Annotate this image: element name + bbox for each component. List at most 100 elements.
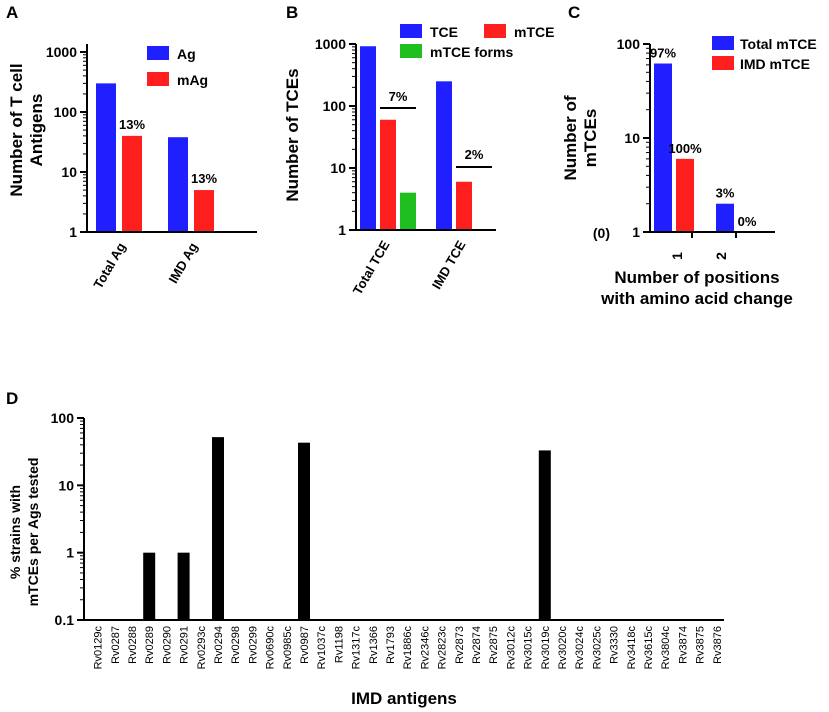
panel-c-bar-1: [676, 158, 694, 232]
panel-d-category-label: Rv3615c: [643, 626, 655, 670]
panel-d-axes: [83, 418, 724, 621]
panel-d-xlabel: IMD antigens: [351, 689, 457, 708]
panel-b-bar-2: [400, 192, 416, 230]
panel-c-category-label: 1: [669, 252, 685, 260]
panel-d-bar: [212, 437, 224, 620]
panel-a-percent-label: 13%: [119, 117, 145, 132]
panel-c-bar-0: [716, 203, 734, 232]
panel-b-legend-mtce: mTCE: [514, 24, 554, 40]
panel-a-category-label: IMD Ag: [165, 240, 200, 286]
panel-d-category-label: Rv3876: [712, 626, 724, 664]
panel-c-percent-label: 100%: [668, 141, 702, 156]
panel-a-ytick-label: 100: [54, 104, 78, 120]
panel-c-percent-label: 97%: [650, 46, 676, 61]
panel-a-percent-label: 13%: [191, 171, 217, 186]
panel-d-ylabel-line1: % strains with: [7, 485, 23, 579]
panel-c-ytick-label: 100: [617, 36, 641, 52]
panel-c-legend-imd-swatch: [712, 56, 734, 70]
panel-c-percent-label: 3%: [716, 186, 735, 201]
panel-d-category-label: Rv0299: [247, 626, 259, 664]
panel-c-zero-label: (0): [593, 225, 610, 241]
panel-d-category-label: Rv3024c: [574, 626, 586, 670]
panel-c-xlabel-line2: with amino acid change: [600, 289, 793, 308]
panel-d-category-label: Rv3020c: [557, 626, 569, 670]
panel-c-ylabel-line1: Number of: [561, 95, 580, 180]
panel-c-xlabel-line1: Number of positions: [614, 268, 779, 287]
panel-d-category-label: Rv3019c: [540, 626, 552, 670]
panel-c-percent-label: 0%: [738, 214, 757, 229]
panel-d-category-label: Rv1317c: [351, 626, 363, 670]
panel-d-ytick-label: 1: [66, 545, 74, 561]
panel-a-axes: [86, 44, 257, 233]
panel-c-category-label: 2: [713, 252, 729, 260]
panel-d-ytick-label: 0.1: [55, 612, 75, 628]
panel-b-ytick-label: 1: [338, 222, 346, 238]
panel-d-category-label: Rv1886c: [402, 626, 414, 670]
panel-b-percent-label: 2%: [465, 147, 484, 162]
panel-a-ytick-label: 1: [69, 224, 77, 240]
panel-d-category-label: Rv2823c: [437, 626, 449, 670]
panel-d-category-label: Rv0289: [144, 626, 156, 664]
panel-a-ytick-label: 1000: [46, 44, 77, 60]
panel-b-ylabel: Number of TCEs: [283, 68, 302, 201]
panel-d-category-label: Rv0985c: [282, 626, 294, 670]
panel-d-category-label: Rv0690c: [265, 626, 277, 670]
panel-a-bar-mag: [122, 135, 142, 232]
panel-d-category-label: Rv0291: [179, 626, 191, 664]
panel-d-ytick-label: 10: [58, 477, 74, 493]
panel-d-category-label: Rv0294: [213, 626, 225, 664]
panel-a-label: A: [6, 3, 18, 22]
panel-c-legend-total-swatch: [712, 36, 734, 50]
panel-b-category-label: Total TCE: [350, 238, 393, 297]
panel-d-category-label: Rv0287: [110, 626, 122, 664]
panel-a-legend-ag-swatch: [147, 46, 169, 60]
panel-a-category-label: Total Ag: [90, 240, 128, 291]
panel-d-category-label: Rv3025c: [591, 626, 603, 670]
panel-d-category-label: Rv3875: [695, 626, 707, 664]
panel-d-category-label: Rv3330: [609, 626, 621, 664]
panel-a-ylabel-line2: Antigens: [27, 94, 46, 167]
panel-c-legend-total: Total mTCE: [740, 36, 817, 52]
panel-d-bar: [538, 450, 551, 620]
panel-b-bar-1: [456, 181, 472, 230]
panel-a: A Number of T cell Antigens 1 10 100 1000 1…: [6, 3, 257, 291]
panel-c-ylabel-line2: mTCEs: [581, 109, 600, 168]
panel-d-category-label: Rv2346c: [419, 626, 431, 670]
panel-b-legend-forms-swatch: [400, 44, 422, 58]
panel-b-bar-0: [436, 81, 452, 230]
panel-d-category-label: Rv0987: [299, 626, 311, 664]
panel-d-category-label: Rv1366: [368, 626, 380, 664]
panel-d-category-label: Rv1198: [333, 626, 345, 663]
panel-a-ytick-label: 10: [61, 164, 77, 180]
panel-c: C Number of mTCEs 1 10 100 (0) 97% 100% 3%0%…: [561, 3, 817, 308]
panel-d-category-label: Rv0129c: [93, 626, 105, 670]
panel-d-category-label: Rv3418c: [626, 626, 638, 670]
panel-d-category-label: Rv3804c: [660, 626, 672, 670]
panel-d-ylabel-line2: mTCEs per Ags tested: [25, 458, 41, 607]
panel-a-bar-ag: [96, 83, 116, 232]
panel-b-legend-forms: mTCE forms: [430, 44, 513, 60]
panel-d-category-label: Rv0288: [127, 626, 139, 664]
panel-d-category-label: Rv3874: [677, 626, 689, 664]
panel-b-legend-tce: TCE: [430, 24, 458, 40]
panel-d-category-label: Rv3015c: [523, 626, 535, 670]
panel-b-percent-label: 7%: [389, 89, 408, 104]
panel-d-label: D: [6, 389, 18, 408]
panel-a-bar-mag: [194, 190, 214, 232]
panel-d-category-label: Rv2873: [454, 626, 466, 664]
panel-d-category-label: Rv2874: [471, 626, 483, 664]
panel-d-category-label: Rv0293c: [196, 626, 208, 670]
panel-b-bar-1: [380, 119, 396, 230]
panel-c-legend-imd: IMD mTCE: [740, 56, 810, 72]
panel-b-label: B: [286, 3, 298, 22]
panel-b-ytick-label: 1000: [315, 36, 346, 52]
panel-b-ytick-label: 100: [323, 98, 347, 114]
panel-a-legend-ag: Ag: [177, 46, 196, 62]
panel-b-legend-tce-swatch: [400, 24, 422, 38]
panel-a-ylabel-line1: Number of T cell: [7, 63, 26, 196]
panel-b-legend-mtce-swatch: [484, 24, 506, 38]
panel-d-category-label: Rv2875: [488, 626, 500, 664]
panel-d-category-label: Rv1037c: [316, 626, 328, 670]
panel-d-bar: [298, 442, 310, 620]
